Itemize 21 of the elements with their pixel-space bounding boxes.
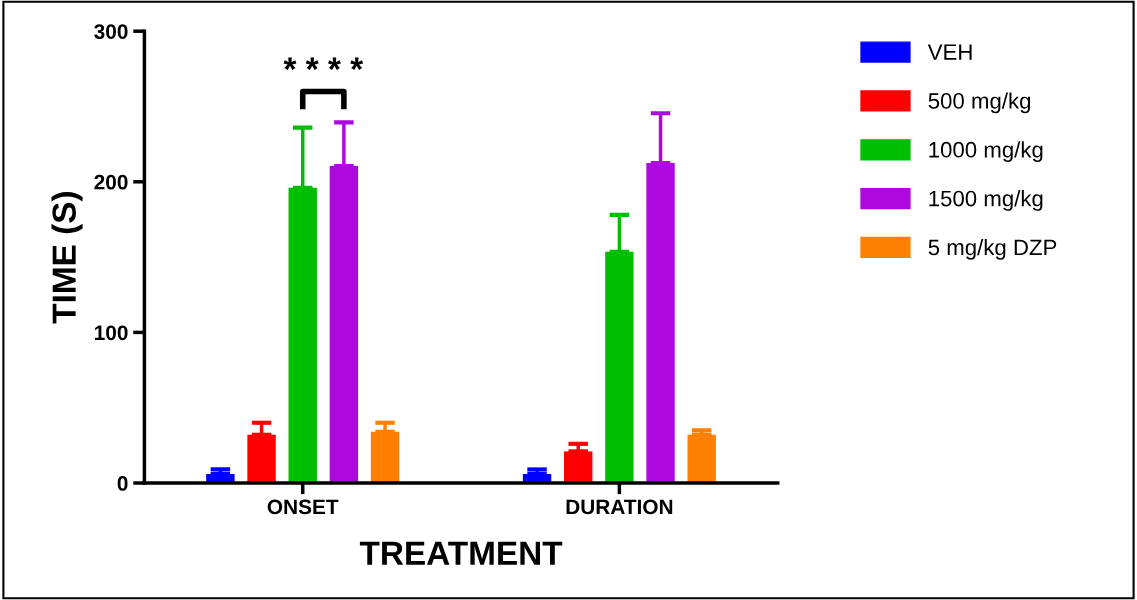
y-tick-label: 200 <box>94 174 128 190</box>
legend-label: 5 mg/kg DZP <box>928 238 1057 260</box>
y-tick-label: 0 <box>117 476 128 491</box>
legend-label: 1000 mg/kg <box>929 141 1043 162</box>
legend-label: 500 mg/kg <box>928 92 1031 114</box>
bar <box>329 165 359 483</box>
bar <box>605 251 634 483</box>
bar <box>646 162 675 483</box>
y-tick-label: 100 <box>94 325 128 341</box>
x-axis-title: TREATMENT <box>359 541 563 565</box>
x-tick-label: ONSET <box>267 499 339 515</box>
legend-label: VEH <box>927 44 972 60</box>
y-tick-label: 300 <box>94 24 128 39</box>
bar <box>564 451 593 483</box>
bar <box>247 434 276 483</box>
annotation: * * * * <box>283 57 364 70</box>
bar <box>288 187 317 483</box>
legend-label: 1500 mg/kg <box>929 190 1043 211</box>
x-tick-label: DURATION <box>566 499 673 515</box>
y-axis-title: TIME (S) <box>51 192 83 324</box>
bar <box>370 431 400 483</box>
